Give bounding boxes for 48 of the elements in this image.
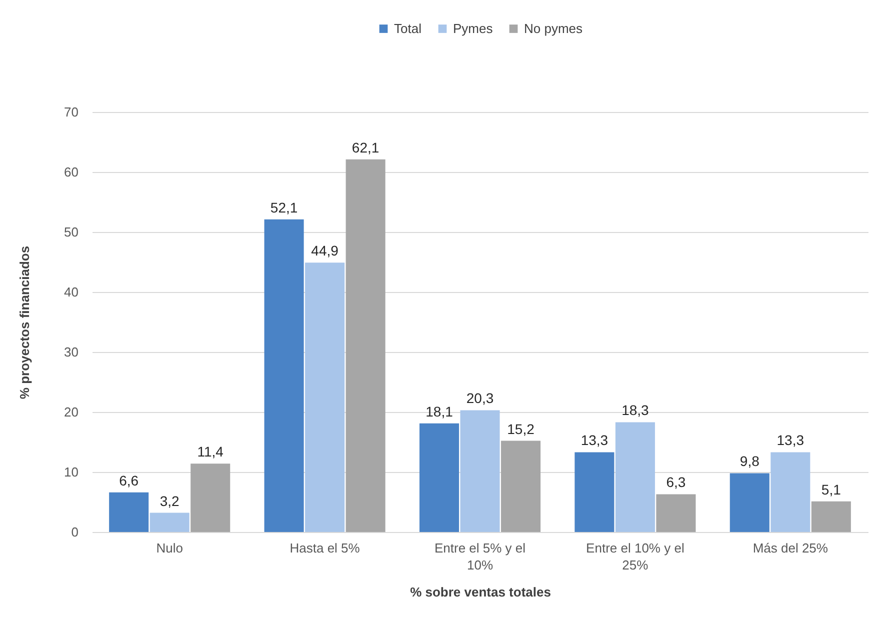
bar	[264, 219, 304, 532]
y-tick-label: 70	[64, 104, 78, 120]
x-tick-label: Entre el 10% y el 25%	[586, 540, 684, 572]
data-label: 62,1	[352, 139, 380, 156]
data-label: 20,3	[466, 390, 494, 406]
x-tick-label: Nulo	[156, 540, 183, 556]
y-tick-label: 0	[71, 524, 78, 540]
data-label: 44,9	[311, 242, 339, 259]
bar	[615, 422, 655, 532]
data-label: 3,2	[160, 492, 180, 509]
bar	[109, 492, 149, 532]
y-tick-label: 10	[64, 464, 78, 480]
data-label: 13,3	[776, 432, 804, 448]
x-tick-label: Hasta el 5%	[290, 540, 360, 556]
bar	[811, 501, 851, 532]
bar	[346, 159, 386, 532]
y-tick-label: 50	[64, 224, 78, 240]
bar	[730, 473, 770, 532]
bar	[656, 494, 696, 532]
y-axis-title: % proyectos financiados	[17, 246, 32, 400]
data-label: 18,3	[622, 402, 650, 418]
bar	[460, 410, 500, 532]
legend-label: Total	[394, 20, 422, 36]
x-tick-label: Más del 25%	[752, 540, 828, 556]
bar	[500, 440, 541, 532]
data-label: 6,3	[666, 474, 686, 490]
data-label: 15,2	[507, 420, 535, 437]
bar	[150, 512, 190, 532]
data-label: 52,1	[270, 199, 298, 216]
bar	[190, 464, 230, 532]
x-axis-title: % sobre ventas totales	[410, 584, 551, 600]
bar	[419, 423, 460, 532]
bar	[574, 452, 614, 532]
x-tick-label: Entre el 5% y el 10%	[434, 540, 526, 572]
data-label: 9,8	[740, 453, 760, 470]
legend-label: Pymes	[453, 20, 494, 36]
data-label: 5,1	[821, 481, 842, 498]
y-tick-label: 60	[64, 164, 78, 180]
bar	[305, 262, 345, 532]
data-label: 11,4	[197, 444, 224, 460]
y-tick-label: 40	[64, 284, 78, 300]
y-tick-label: 20	[64, 404, 78, 420]
y-tick-label: 30	[64, 344, 78, 360]
data-label: 6,6	[119, 472, 139, 488]
data-label: 13,3	[580, 432, 608, 448]
legend-label: No pymes	[524, 20, 584, 36]
bar	[770, 452, 810, 532]
data-label: 18,1	[426, 403, 454, 420]
